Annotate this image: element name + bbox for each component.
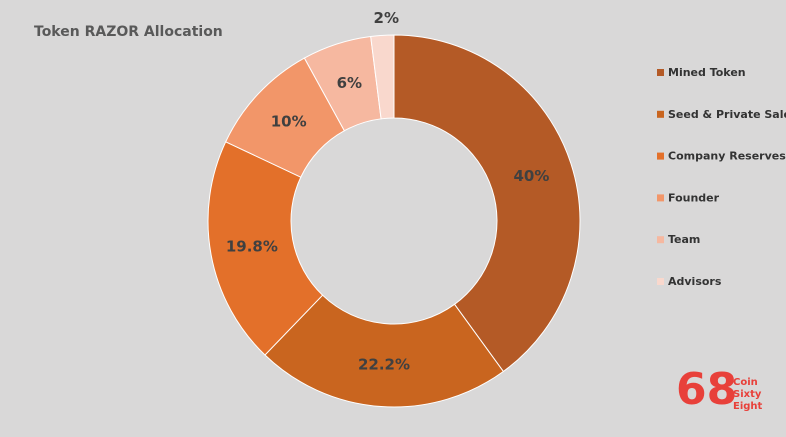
- chart-title: Token RAZOR Allocation: [34, 24, 223, 40]
- legend-label: Team: [668, 233, 700, 246]
- donut-slice: [264, 294, 505, 408]
- logo-text: Eight: [733, 401, 763, 412]
- data-label: 6%: [337, 74, 362, 92]
- data-label: 40%: [513, 167, 549, 185]
- legend-swatch: [657, 69, 664, 76]
- legend-label: Founder: [668, 191, 720, 204]
- donut-slice: [207, 141, 324, 356]
- data-label: 19.8%: [226, 238, 278, 256]
- logo-text: Sixty: [733, 389, 762, 400]
- legend-label: Company Reserves: [668, 150, 786, 163]
- logo-text: Coin: [733, 377, 758, 388]
- legend-swatch: [657, 110, 664, 118]
- legend-label: Mined Token: [668, 66, 746, 79]
- donut-slice: [393, 34, 581, 373]
- legend-swatch: [657, 278, 664, 285]
- logo-mark: 68: [676, 364, 737, 415]
- data-label: 22.2%: [358, 356, 410, 374]
- legend-label: Seed & Private Sale: [668, 108, 786, 121]
- data-label: 10%: [271, 113, 307, 131]
- legend-label: Advisors: [668, 275, 722, 288]
- legend-swatch: [657, 194, 664, 202]
- logo: 68 Coin Sixty Eight: [676, 364, 763, 415]
- data-label: 2%: [374, 9, 399, 27]
- legend-swatch: [657, 152, 664, 160]
- donut-slice: [370, 34, 395, 120]
- legend-swatch: [657, 236, 664, 244]
